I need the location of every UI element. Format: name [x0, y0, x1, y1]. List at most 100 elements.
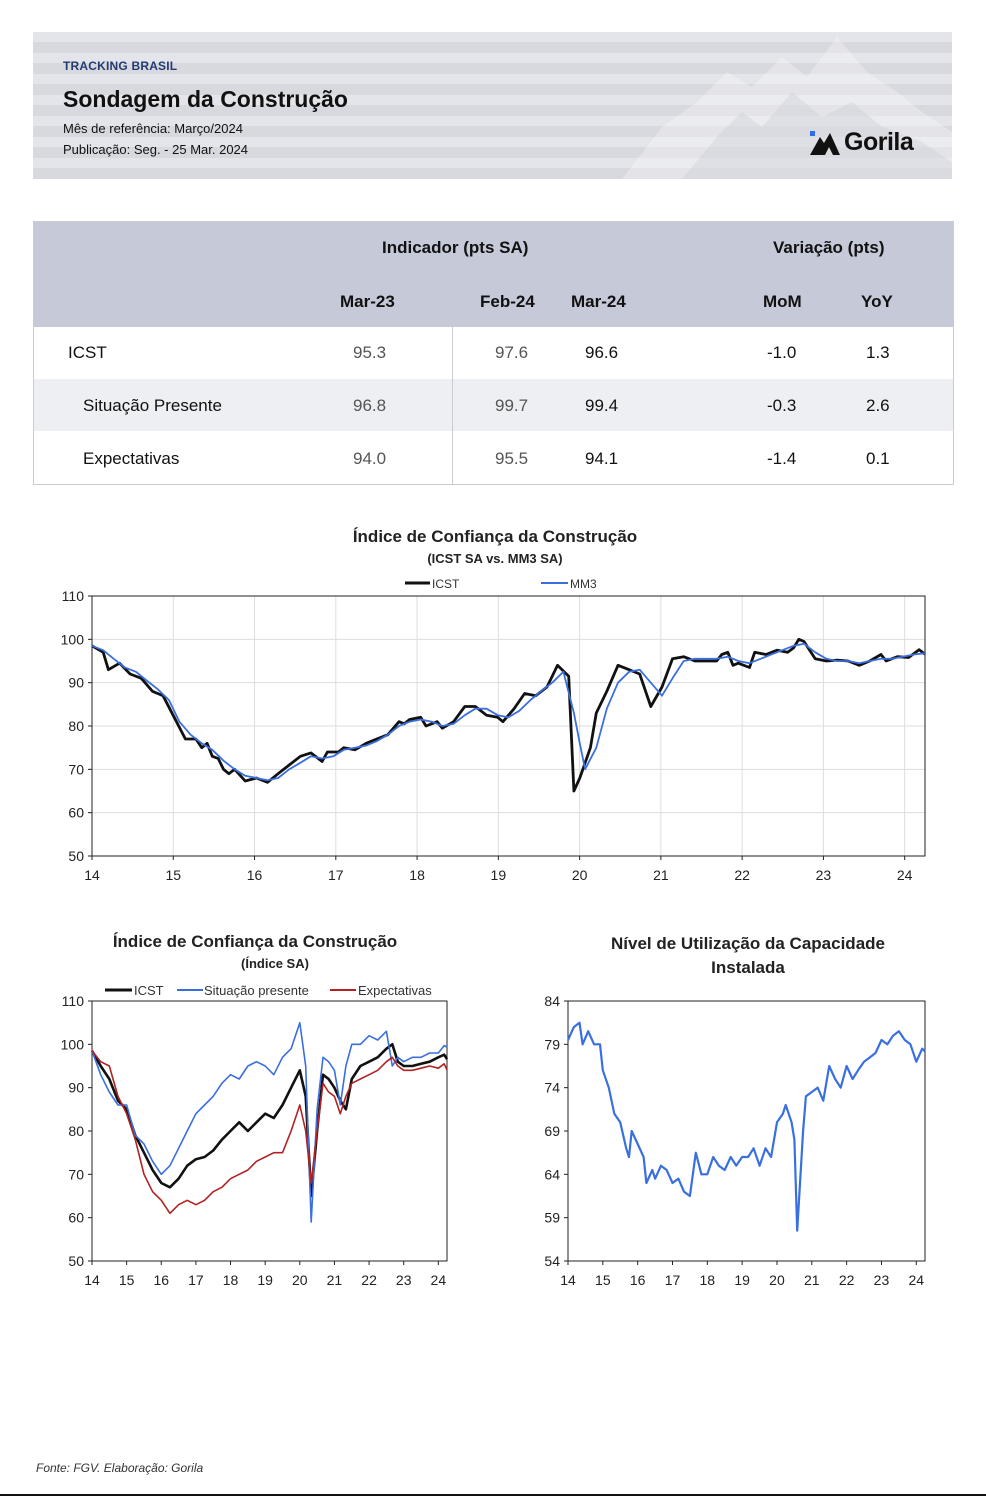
x-tick-label: 23: [816, 867, 832, 883]
row-yoy: 2.6: [866, 396, 890, 415]
chart2-icst-components: ICST Situação presente Expectativas 50 60…: [61, 983, 449, 1288]
chart2-subtitle: (Índice SA): [241, 956, 309, 971]
x-tick-label: 14: [84, 1272, 100, 1288]
table-row: ICST 95.3 97.6 96.6 -1.0 1.3: [34, 327, 953, 379]
chart2-title: Índice de Confiança da Construção: [112, 932, 398, 951]
y-tick-label: 100: [61, 1036, 85, 1052]
y-tick-label: 100: [61, 631, 85, 647]
legend-label-icst: ICST: [134, 983, 164, 998]
report-header: TRACKING BRASIL Sondagem da Construção M…: [33, 32, 952, 179]
series-line-mm3: [91, 642, 926, 782]
x-tick-label: 19: [491, 867, 507, 883]
row-feb24: 99.7: [495, 396, 529, 415]
y-tick-label: 110: [62, 993, 85, 1009]
series-line-expectativas: [91, 1050, 448, 1215]
row-yoy: 1.3: [866, 343, 890, 362]
x-tick-label: 17: [328, 867, 344, 883]
reference-month: Mês de referência: Março/2024: [63, 121, 243, 136]
report-tag: TRACKING BRASIL: [63, 59, 178, 73]
y-tick-label: 60: [68, 805, 84, 821]
y-tick-label: 70: [68, 1166, 84, 1182]
row-feb24: 97.6: [495, 343, 529, 362]
x-tick-label: 16: [247, 867, 263, 883]
chart3-nuci: 54 59 64 69 74 79 84 14 15 16 17 18 19 20 21 22 23 24: [544, 993, 926, 1288]
legend-label-expectativas: Expectativas: [358, 983, 432, 998]
row-yoy: 0.1: [866, 449, 890, 468]
row-mar23: 95.3: [353, 343, 387, 362]
x-tick-label: 24: [909, 1272, 925, 1288]
row-feb24: 95.5: [495, 449, 529, 468]
header-col-mar24: Mar-24: [571, 292, 626, 311]
chart3-title: Nível de Utilização da Capacidade Instal…: [611, 934, 885, 977]
publication-date: Publicação: Seg. - 25 Mar. 2024: [63, 142, 249, 157]
x-tick-label: 20: [572, 867, 588, 883]
row-mom: -1.4: [767, 449, 797, 468]
chart1-icst-vs-mm3: ICST MM3 50 60 70 80 90 100 110 14 15 16 17 18 19 20 2…: [61, 577, 926, 883]
y-tick-label: 90: [68, 675, 84, 691]
column-divider: [452, 327, 453, 485]
row-mom: -1.0: [767, 343, 797, 362]
chart2-legend: ICST Situação presente Expectativas: [105, 983, 432, 998]
y-tick-label: 90: [68, 1080, 84, 1096]
x-tick-label: 14: [560, 1272, 576, 1288]
x-tick-label: 22: [361, 1272, 377, 1288]
x-tick-label: 19: [734, 1272, 750, 1288]
gorila-logo: Gorila: [808, 127, 914, 157]
x-tick-label: 16: [630, 1272, 646, 1288]
series-line-situa-o-presente: [91, 1021, 448, 1223]
x-tick-label: 22: [839, 1272, 855, 1288]
x-tick-label: 24: [431, 1272, 447, 1288]
x-tick-label: 16: [153, 1272, 169, 1288]
y-tick-label: 74: [544, 1080, 560, 1096]
y-tick-label: 80: [68, 1123, 84, 1139]
y-tick-label: 110: [62, 588, 85, 604]
x-tick-label: 20: [292, 1272, 308, 1288]
mountain-watermark-icon: [622, 37, 952, 179]
plot-frame: [91, 1000, 448, 1262]
table-header: [34, 222, 953, 327]
legend-label-icst: ICST: [432, 577, 460, 591]
x-tick-label: 24: [897, 867, 913, 883]
legend-label-situacao: Situação presente: [204, 983, 309, 998]
x-tick-label: 23: [874, 1272, 890, 1288]
source-note: Fonte: FGV. Elaboração: Gorila: [36, 1461, 204, 1475]
x-tick-label: 17: [665, 1272, 681, 1288]
series-line-nuci: [566, 1021, 926, 1232]
y-tick-label: 50: [68, 848, 84, 864]
y-tick-label: 69: [544, 1123, 560, 1139]
row-name: Situação Presente: [83, 396, 222, 415]
y-tick-label: 54: [544, 1253, 560, 1269]
x-tick-label: 18: [409, 867, 425, 883]
row-mar24: 96.6: [585, 343, 619, 362]
header-col-feb24: Feb-24: [480, 292, 535, 311]
logo-text: Gorila: [844, 127, 914, 156]
y-tick-label: 64: [544, 1166, 560, 1182]
x-tick-label: 15: [119, 1272, 135, 1288]
y-tick-label: 59: [544, 1210, 560, 1226]
indicator-table: Indicador (pts SA) Variação (pts) Mar-23…: [33, 221, 954, 485]
header-col-yoy: YoY: [861, 292, 893, 311]
y-tick-label: 50: [68, 1253, 84, 1269]
x-tick-label: 19: [257, 1272, 273, 1288]
chart1-title: Índice de Confiança da Construção: [352, 527, 638, 546]
row-mar24: 99.4: [585, 396, 619, 415]
row-mom: -0.3: [767, 396, 797, 415]
x-tick-label: 22: [734, 867, 750, 883]
x-tick-label: 17: [188, 1272, 204, 1288]
x-tick-label: 21: [653, 867, 669, 883]
y-tick-label: 70: [68, 761, 84, 777]
x-tick-label: 15: [595, 1272, 611, 1288]
x-tick-label: 18: [700, 1272, 716, 1288]
chart1-legend: ICST MM3: [405, 577, 597, 591]
x-tick-label: 21: [804, 1272, 820, 1288]
x-tick-label: 15: [165, 867, 181, 883]
header-indicator-group: Indicador (pts SA): [382, 238, 529, 257]
report-title: Sondagem da Construção: [63, 86, 348, 112]
header-variation-group: Variação (pts): [773, 238, 885, 257]
series-line-icst: [91, 637, 926, 793]
x-tick-label: 18: [223, 1272, 239, 1288]
y-tick-label: 60: [68, 1210, 84, 1226]
x-tick-label: 14: [84, 867, 100, 883]
chart1-subtitle: (ICST SA vs. MM3 SA): [427, 551, 563, 566]
table-row: Expectativas 94.0 95.5 94.1 -1.4 0.1: [34, 432, 953, 484]
